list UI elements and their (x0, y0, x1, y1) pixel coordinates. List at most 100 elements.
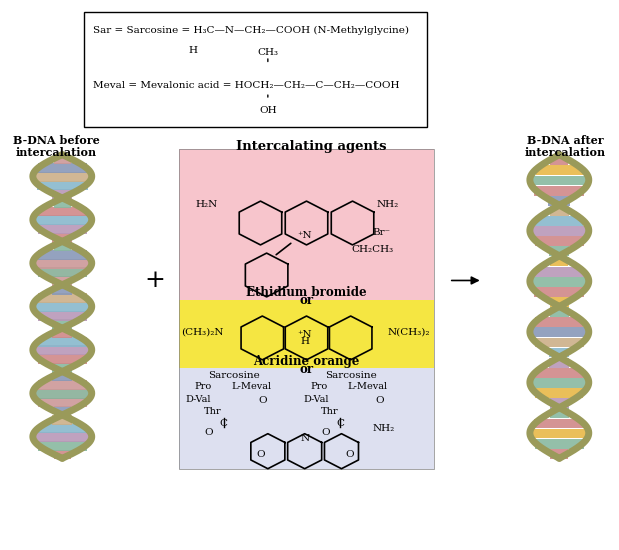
Bar (534, 419, 584, 428)
Text: O: O (375, 397, 384, 405)
Text: O: O (346, 450, 355, 459)
Text: ⁺N: ⁺N (297, 329, 312, 339)
Bar (550, 409, 569, 418)
Bar (38, 424, 87, 433)
Bar (32, 172, 92, 182)
Text: B-DNA after
intercalation: B-DNA after intercalation (525, 135, 606, 158)
Text: H₂N: H₂N (196, 200, 218, 210)
Text: NH₂: NH₂ (376, 200, 399, 210)
Bar (52, 363, 72, 373)
Bar (38, 311, 87, 321)
Bar (535, 368, 584, 378)
Bar (38, 293, 87, 303)
Bar (52, 276, 72, 286)
Text: C: C (220, 419, 228, 428)
Text: Meval = Mevalonic acid = HOCH₂—CH₂—C—CH₂—COOH: Meval = Mevalonic acid = HOCH₂—CH₂—C—CH₂… (93, 81, 399, 90)
Bar (38, 267, 87, 277)
Bar (52, 371, 72, 381)
Bar (38, 250, 87, 260)
Bar (32, 345, 92, 355)
Bar (38, 380, 87, 390)
Text: O: O (256, 450, 265, 459)
Text: CH₂CH₃: CH₂CH₃ (351, 245, 393, 254)
Bar (32, 432, 92, 442)
Text: B-DNA before
intercalation: B-DNA before intercalation (13, 135, 100, 158)
Text: O: O (205, 428, 214, 437)
Text: Br⁻: Br⁻ (372, 228, 391, 237)
Text: ⁺N: ⁺N (297, 231, 312, 240)
Text: NH₂: NH₂ (372, 424, 394, 433)
Bar (52, 415, 72, 425)
Bar (54, 449, 71, 459)
Bar (529, 428, 589, 438)
Text: H: H (300, 337, 309, 346)
Text: OH: OH (259, 106, 277, 116)
Bar (550, 307, 569, 317)
FancyBboxPatch shape (179, 300, 433, 368)
Bar (550, 297, 569, 307)
Bar (534, 186, 584, 195)
Bar (54, 155, 71, 164)
Bar (550, 206, 569, 216)
Text: Sarcosine: Sarcosine (325, 371, 376, 380)
Text: Pro: Pro (194, 382, 212, 391)
Bar (38, 207, 87, 217)
Bar (535, 166, 583, 175)
Bar (535, 338, 584, 348)
Bar (54, 241, 71, 251)
Text: Sarcosine: Sarcosine (208, 371, 260, 380)
Text: (CH₃)₂N: (CH₃)₂N (181, 328, 223, 337)
Bar (535, 236, 584, 246)
Text: or: or (300, 294, 314, 307)
Text: +: + (144, 269, 165, 292)
FancyBboxPatch shape (84, 12, 427, 127)
Text: N: N (300, 433, 310, 443)
Text: CH₃: CH₃ (258, 48, 279, 57)
Bar (52, 189, 72, 199)
Bar (38, 224, 87, 234)
Bar (52, 328, 72, 338)
Bar (38, 354, 87, 364)
Bar (38, 163, 87, 173)
Bar (534, 287, 584, 297)
Text: D-Val: D-Val (303, 395, 329, 404)
Bar (535, 439, 584, 449)
Bar (529, 378, 589, 388)
Bar (550, 398, 569, 408)
Text: H: H (188, 46, 197, 55)
Bar (54, 198, 71, 208)
Bar (550, 155, 568, 165)
Bar (529, 175, 589, 185)
Bar (38, 337, 87, 346)
Bar (535, 388, 583, 398)
Bar (535, 267, 584, 277)
Text: Intercalating agents: Intercalating agents (236, 140, 386, 153)
Bar (549, 348, 569, 358)
Bar (548, 196, 570, 206)
Text: O: O (259, 397, 267, 405)
Text: Thr: Thr (321, 408, 338, 416)
Text: Pro: Pro (311, 382, 328, 391)
Bar (529, 277, 589, 287)
Bar (535, 216, 583, 226)
Text: Ethidium bromide: Ethidium bromide (246, 286, 367, 299)
Bar (52, 320, 72, 329)
Bar (529, 327, 589, 337)
Text: L-Meval: L-Meval (348, 382, 388, 391)
Bar (54, 406, 71, 416)
Bar (549, 358, 569, 367)
Bar (529, 226, 589, 236)
FancyBboxPatch shape (179, 149, 433, 300)
Bar (38, 398, 87, 408)
Bar (550, 449, 568, 459)
Bar (38, 441, 87, 451)
Bar (550, 256, 568, 266)
Bar (32, 215, 92, 225)
Text: O: O (321, 428, 330, 437)
Text: D-Val: D-Val (185, 395, 210, 404)
Text: N(CH₃)₂: N(CH₃)₂ (387, 328, 430, 337)
FancyBboxPatch shape (179, 368, 433, 469)
Bar (52, 285, 72, 295)
Bar (32, 302, 92, 312)
Bar (549, 246, 569, 256)
